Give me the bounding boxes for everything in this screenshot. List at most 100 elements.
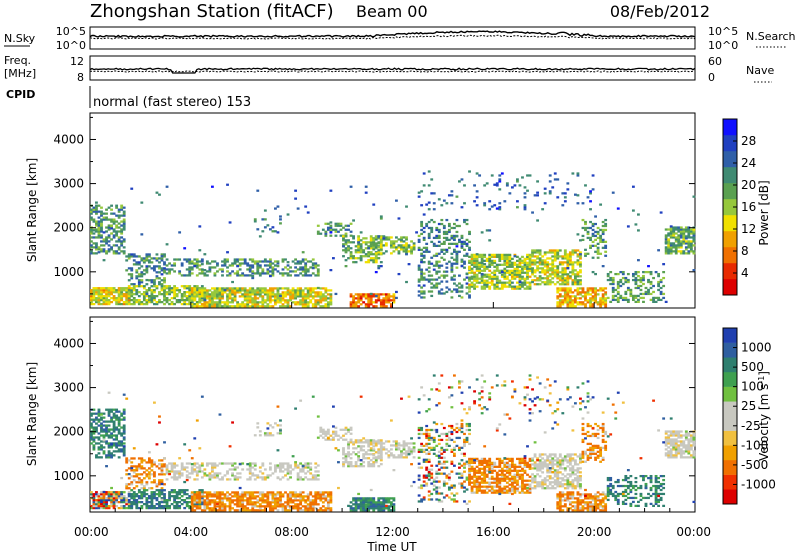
heatmap-cell: [135, 473, 139, 476]
heatmap-cell: [579, 301, 582, 304]
heatmap-cell: [241, 468, 245, 471]
heatmap-cell: [241, 507, 245, 510]
heatmap-cell: [329, 497, 333, 500]
heatmap-cell: [357, 247, 361, 250]
heatmap-cell: [127, 506, 131, 510]
heatmap-cell: [500, 275, 504, 278]
heatmap-cell: [488, 263, 492, 266]
heatmap-cell: [291, 301, 295, 304]
heatmap-cell: [470, 275, 474, 278]
heatmap-cell: [601, 295, 605, 298]
heatmap-cell: [349, 505, 353, 508]
heatmap-cell: [117, 418, 121, 421]
heatmap-cell: [213, 464, 217, 467]
heatmap-cell: [271, 491, 275, 494]
heatmap-cell: [571, 267, 575, 270]
heatmap-cell: [251, 303, 255, 306]
heatmap-cell: [538, 249, 542, 252]
heatmap-cell: [281, 509, 285, 512]
heatmap-cell: [175, 258, 179, 261]
heatmap-cell: [281, 274, 285, 277]
heatmap-cell: [679, 242, 683, 245]
heatmap-cell: [460, 242, 464, 245]
heatmap-cell: [115, 289, 119, 292]
heatmap-cell: [347, 465, 350, 468]
heatmap-cell: [258, 264, 262, 267]
heatmap-cell: [147, 473, 151, 476]
heatmap-cell: [533, 269, 537, 272]
heatmap-cell: [533, 251, 537, 254]
heatmap-cell: [185, 462, 189, 465]
heatmap-cell: [664, 250, 668, 253]
heatmap-cell: [377, 253, 381, 256]
heatmap-cell: [218, 299, 222, 302]
heatmap-cell: [667, 252, 671, 255]
heatmap-cell: [110, 410, 113, 413]
heatmap-cell: [410, 246, 413, 249]
heatmap-cell: [216, 289, 219, 292]
heatmap-cell: [374, 440, 378, 443]
heatmap-cell: [579, 291, 582, 294]
heatmap-cell: [349, 255, 353, 258]
heatmap-cell: [420, 268, 424, 271]
heatmap-cell: [175, 493, 179, 496]
heatmap-cell: [551, 273, 555, 276]
heatmap-cell: [284, 468, 287, 471]
heatmap-cell: [556, 277, 560, 280]
heatmap-cell: [367, 253, 371, 256]
heatmap-cell: [216, 291, 219, 294]
heatmap-cell: [316, 291, 320, 294]
heatmap-cell: [92, 438, 96, 441]
heatmap-cell: [268, 305, 272, 308]
heatmap-cell: [387, 293, 391, 296]
heatmap-cell: [188, 287, 192, 290]
heatmap-cell: [155, 285, 159, 288]
heatmap-cell: [105, 454, 108, 457]
heatmap-cell: [233, 476, 237, 479]
heatmap-cell: [342, 245, 345, 248]
heatmap-cell: [347, 245, 350, 248]
heatmap-cell: [387, 297, 391, 300]
heatmap-cell: [417, 462, 421, 465]
heatmap-cell: [571, 172, 575, 175]
heatmap-cell: [349, 234, 353, 237]
heatmap-cell: [183, 466, 187, 469]
heatmap-cell: [485, 182, 489, 185]
heatmap-cell: [251, 497, 255, 500]
heatmap-cell: [92, 504, 96, 508]
heatmap-cell: [621, 270, 625, 274]
heatmap-cell: [314, 462, 318, 465]
heatmap-cell: [238, 291, 242, 294]
heatmap-cell: [203, 499, 207, 502]
heatmap-cell: [173, 491, 177, 494]
heatmap-cell: [334, 222, 338, 225]
heatmap-cell: [253, 297, 257, 300]
heatmap-cell: [349, 457, 353, 460]
heatmap-cell: [596, 242, 600, 245]
heatmap-cell: [158, 481, 161, 484]
heatmap-cell: [127, 487, 131, 490]
heatmap-cell: [173, 258, 177, 261]
heatmap-cell: [299, 470, 303, 473]
heatmap-cell: [647, 292, 650, 296]
heatmap-cell: [107, 250, 111, 253]
heatmap-cell: [483, 267, 487, 270]
heatmap-cell: [223, 301, 227, 304]
heatmap-cell: [568, 251, 572, 254]
heatmap-cell: [316, 436, 320, 439]
heatmap-cell: [417, 474, 421, 477]
heatmap-cell: [374, 252, 378, 255]
heatmap-cell: [180, 464, 184, 467]
heatmap-cell: [551, 269, 555, 272]
heatmap-cell: [574, 289, 577, 292]
heatmap-cell: [205, 274, 209, 277]
heatmap-cell: [584, 226, 587, 230]
heatmap-cell: [92, 242, 96, 245]
heatmap-cell: [503, 275, 507, 278]
heatmap-cell: [349, 461, 353, 464]
heatmap-cell: [483, 202, 487, 205]
heatmap-cell: [253, 305, 257, 308]
heatmap-cell: [291, 270, 295, 273]
heatmap-cell: [440, 222, 444, 226]
heatmap-cell: [246, 507, 250, 510]
